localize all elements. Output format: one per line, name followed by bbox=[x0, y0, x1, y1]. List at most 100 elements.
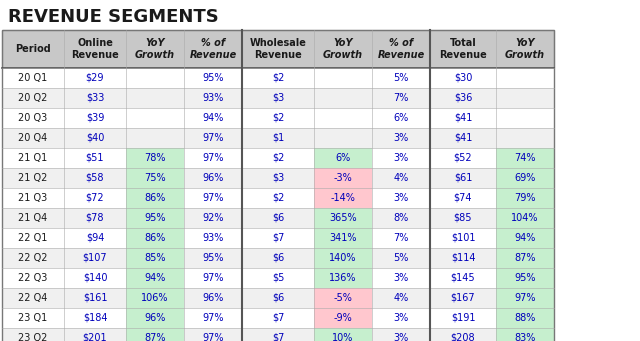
Text: Wholesale
Revenue: Wholesale Revenue bbox=[250, 38, 307, 60]
Text: Online
Revenue: Online Revenue bbox=[71, 38, 119, 60]
Text: 97%: 97% bbox=[202, 313, 224, 323]
Text: 97%: 97% bbox=[515, 293, 536, 303]
Text: 21 Q4: 21 Q4 bbox=[19, 213, 47, 223]
Text: 365%: 365% bbox=[329, 213, 357, 223]
Text: $61: $61 bbox=[454, 173, 472, 183]
Text: 21 Q1: 21 Q1 bbox=[19, 153, 47, 163]
Text: 104%: 104% bbox=[511, 213, 539, 223]
Bar bbox=[126, 308, 184, 328]
Bar bbox=[314, 148, 372, 168]
Text: $7: $7 bbox=[272, 333, 284, 341]
Text: 140%: 140% bbox=[329, 253, 356, 263]
Text: $41: $41 bbox=[454, 113, 472, 123]
Text: 3%: 3% bbox=[394, 193, 408, 203]
Text: 22 Q2: 22 Q2 bbox=[19, 253, 48, 263]
Text: 6%: 6% bbox=[394, 113, 408, 123]
Text: 4%: 4% bbox=[394, 293, 408, 303]
Text: 341%: 341% bbox=[329, 233, 356, 243]
Text: $1: $1 bbox=[272, 133, 284, 143]
Text: $7: $7 bbox=[272, 313, 284, 323]
Text: 88%: 88% bbox=[515, 313, 536, 323]
Text: $3: $3 bbox=[272, 173, 284, 183]
Text: 3%: 3% bbox=[394, 313, 408, 323]
Bar bbox=[496, 168, 554, 188]
Text: YoY
Growth: YoY Growth bbox=[135, 38, 175, 60]
Bar bbox=[126, 208, 184, 228]
Text: 22 Q3: 22 Q3 bbox=[19, 273, 48, 283]
Text: 23 Q2: 23 Q2 bbox=[19, 333, 48, 341]
Text: 6%: 6% bbox=[335, 153, 351, 163]
Text: $6: $6 bbox=[272, 293, 284, 303]
Text: Period: Period bbox=[15, 44, 51, 54]
Text: 3%: 3% bbox=[394, 133, 408, 143]
Text: $6: $6 bbox=[272, 213, 284, 223]
Bar bbox=[126, 228, 184, 248]
Bar bbox=[126, 148, 184, 168]
Text: 94%: 94% bbox=[515, 233, 536, 243]
Text: $6: $6 bbox=[272, 253, 284, 263]
Text: $52: $52 bbox=[454, 153, 472, 163]
Text: $78: $78 bbox=[86, 213, 104, 223]
Text: $33: $33 bbox=[86, 93, 104, 103]
Bar bbox=[314, 248, 372, 268]
Bar bbox=[314, 208, 372, 228]
Text: $161: $161 bbox=[83, 293, 108, 303]
Text: $5: $5 bbox=[272, 273, 284, 283]
Text: 94%: 94% bbox=[202, 113, 224, 123]
Text: 74%: 74% bbox=[515, 153, 536, 163]
Text: $85: $85 bbox=[454, 213, 472, 223]
Text: $3: $3 bbox=[272, 93, 284, 103]
Text: $2: $2 bbox=[272, 193, 284, 203]
Bar bbox=[2, 228, 554, 248]
Bar bbox=[496, 248, 554, 268]
Text: $101: $101 bbox=[451, 233, 476, 243]
Text: 8%: 8% bbox=[394, 213, 408, 223]
Text: 79%: 79% bbox=[515, 193, 536, 203]
Text: $140: $140 bbox=[83, 273, 108, 283]
Text: 23 Q1: 23 Q1 bbox=[19, 313, 47, 323]
Text: $107: $107 bbox=[83, 253, 108, 263]
Bar bbox=[2, 148, 554, 168]
Text: 136%: 136% bbox=[329, 273, 356, 283]
Text: 97%: 97% bbox=[202, 133, 224, 143]
Text: 5%: 5% bbox=[394, 73, 409, 83]
Bar bbox=[2, 168, 554, 188]
Bar bbox=[2, 108, 554, 128]
Bar bbox=[126, 268, 184, 288]
Text: 95%: 95% bbox=[202, 253, 224, 263]
Text: $58: $58 bbox=[86, 173, 104, 183]
Text: $41: $41 bbox=[454, 133, 472, 143]
Bar bbox=[496, 308, 554, 328]
Bar bbox=[2, 268, 554, 288]
Text: $201: $201 bbox=[83, 333, 108, 341]
Text: YoY
Growth: YoY Growth bbox=[505, 38, 545, 60]
Text: 93%: 93% bbox=[202, 93, 224, 103]
Bar bbox=[2, 188, 554, 208]
Text: 93%: 93% bbox=[202, 233, 224, 243]
Text: 22 Q4: 22 Q4 bbox=[19, 293, 48, 303]
Text: 83%: 83% bbox=[515, 333, 536, 341]
Bar bbox=[496, 228, 554, 248]
Bar bbox=[314, 328, 372, 341]
Bar bbox=[2, 68, 554, 88]
Text: 86%: 86% bbox=[144, 193, 166, 203]
Bar bbox=[2, 128, 554, 148]
Text: 7%: 7% bbox=[394, 233, 409, 243]
Text: 75%: 75% bbox=[144, 173, 166, 183]
Text: 3%: 3% bbox=[394, 333, 408, 341]
Bar bbox=[496, 208, 554, 228]
Bar bbox=[496, 148, 554, 168]
Text: 96%: 96% bbox=[144, 313, 166, 323]
Text: $51: $51 bbox=[86, 153, 104, 163]
Text: $30: $30 bbox=[454, 73, 472, 83]
Text: 95%: 95% bbox=[202, 73, 224, 83]
Bar bbox=[2, 30, 554, 68]
Bar bbox=[2, 88, 554, 108]
Text: $72: $72 bbox=[86, 193, 104, 203]
Text: $184: $184 bbox=[83, 313, 108, 323]
Text: 5%: 5% bbox=[394, 253, 409, 263]
Text: $39: $39 bbox=[86, 113, 104, 123]
Text: 97%: 97% bbox=[202, 273, 224, 283]
Text: 87%: 87% bbox=[144, 333, 166, 341]
Text: $36: $36 bbox=[454, 93, 472, 103]
